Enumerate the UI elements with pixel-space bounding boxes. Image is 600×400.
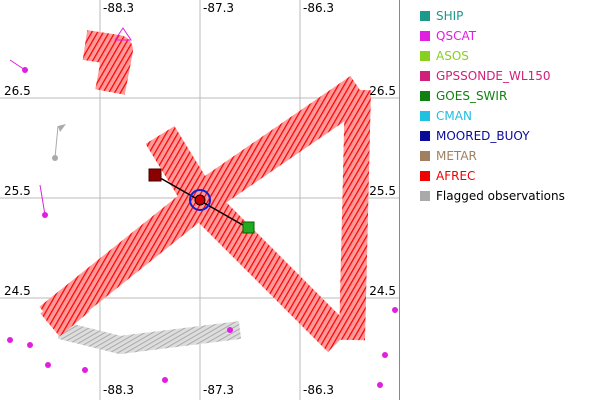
lon-label: -86.3 [303,1,334,15]
legend-label: CMAN [436,109,472,123]
legend-swatch [420,51,430,61]
legend-item: GPSSONDE_WL150 [420,66,565,86]
legend-label: SHIP [436,9,464,23]
legend-item: AFREC [420,166,565,186]
legend-swatch [420,171,430,181]
lon-label: -87.3 [203,383,234,397]
lat-label: 26.5 [4,84,31,98]
legend-swatch [420,71,430,81]
legend-label: METAR [436,149,477,163]
legend-item: Flagged observations [420,186,565,206]
legend-item: CMAN [420,106,565,126]
legend: SHIP QSCAT ASOS GPSSONDE_WL150 GOES_SWIR CMAN… [420,6,565,206]
legend-swatch [420,151,430,161]
legend-item: ASOS [420,46,565,66]
lat-label: 25.5 [369,184,396,198]
legend-item: GOES_SWIR [420,86,565,106]
lon-label: -86.3 [303,383,334,397]
lat-label: 26.5 [369,84,396,98]
lon-label: -88.3 [103,1,134,15]
legend-label: QSCAT [436,29,477,43]
legend-item: SHIP [420,6,565,26]
storm-center [148,168,255,234]
legend-swatch [420,111,430,121]
legend-item: QSCAT [420,26,565,46]
legend-item: MOORED_BUOY [420,126,565,146]
lon-label: -88.3 [103,383,134,397]
lat-label: 24.5 [4,284,31,298]
lat-label: 24.5 [369,284,396,298]
legend-swatch [420,131,430,141]
flagged-track [57,321,242,355]
legend-label: AFREC [436,169,476,183]
legend-swatch [420,91,430,101]
lon-label: -87.3 [203,1,234,15]
legend-label: GPSSONDE_WL150 [436,69,551,83]
stations [7,27,398,388]
legend-item: METAR [420,146,565,166]
legend-label: ASOS [436,49,469,63]
legend-label: Flagged observations [436,189,565,203]
legend-label: MOORED_BUOY [436,129,530,143]
legend-label: GOES_SWIR [436,89,508,103]
map: -88.3 -87.3 -86.3 -88.3 -87.3 -86.3 26.5 25.5 24… [0,0,400,400]
legend-swatch [420,11,430,21]
legend-swatch [420,31,430,41]
lat-label: 25.5 [4,184,31,198]
legend-swatch [420,191,430,201]
